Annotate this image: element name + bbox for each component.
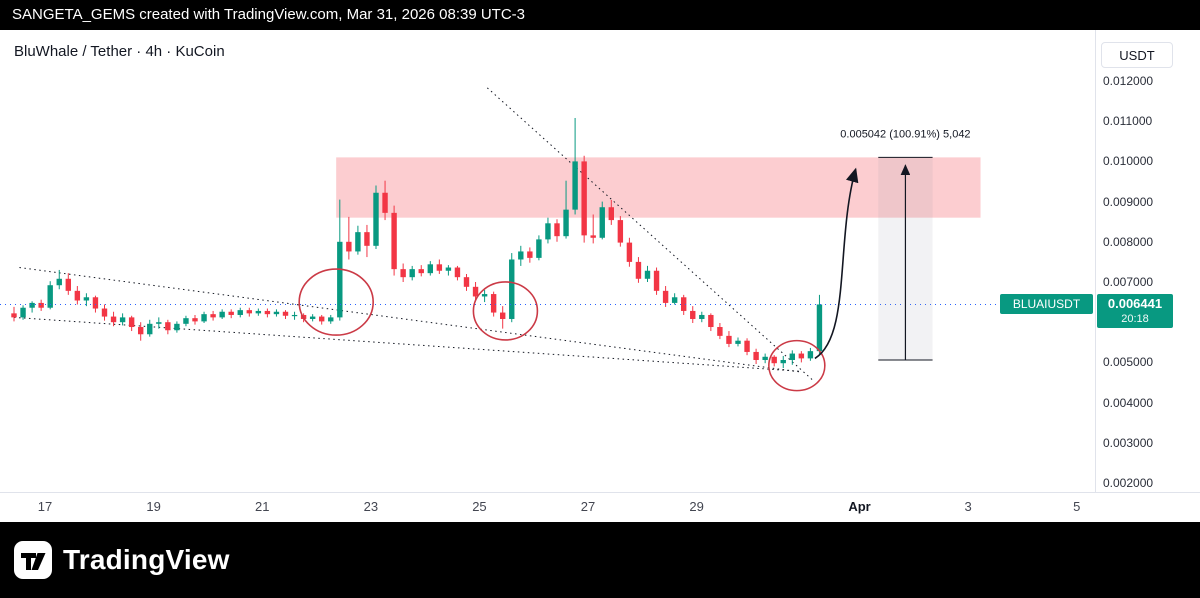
price-axis-label: 0.007000 <box>1103 275 1154 289</box>
tradingview-footer: TradingView <box>0 522 1200 598</box>
time-axis-label: 17 <box>37 499 53 514</box>
chart-area: 0.005042 (100.91%) 5,042 BluWhale / Teth… <box>0 30 1200 522</box>
price-axis[interactable]: USDT 0.006441 20:18 0.012000 0.011000 0.01… <box>1095 30 1200 492</box>
highlight-circle[interactable] <box>298 268 374 336</box>
tradingview-logo-icon <box>14 541 52 579</box>
tradingview-wordmark: TradingView <box>63 544 230 575</box>
price-range-measurement[interactable]: 0.005042 (100.91%) 5,042 <box>840 128 971 361</box>
highlight-circle[interactable] <box>472 281 539 341</box>
price-axis-label: 0.005000 <box>1103 355 1154 370</box>
time-axis-label: 5 <box>1073 499 1081 514</box>
ticker-tag: BLUAIUSDT <box>1000 294 1093 315</box>
price-axis-label: 0.012000 <box>1103 74 1154 88</box>
price-axis-label: 0.003000 <box>1103 435 1154 450</box>
price-value: 0.006441 <box>1107 296 1163 312</box>
time-axis-label: 21 <box>255 499 270 514</box>
chart-canvas[interactable]: 0.005042 (100.91%) 5,042 <box>0 30 1095 492</box>
price-axis-label: 0.010000 <box>1103 154 1154 169</box>
attribution-bar: SANGETA_GEMS created with TradingView.co… <box>0 0 1200 30</box>
price-axis-label: 0.008000 <box>1103 234 1154 249</box>
price-axis-label: 0.011000 <box>1103 114 1153 129</box>
measurement-label: 0.005042 (100.91%) 5,042 <box>840 128 970 140</box>
attribution-text: SANGETA_GEMS created with TradingView.co… <box>12 6 526 23</box>
time-axis-label: 27 <box>580 499 596 514</box>
price-axis-label: 0.002000 <box>1103 476 1154 490</box>
descending-trendline[interactable] <box>13 316 800 372</box>
time-axis-label: 3 <box>964 499 972 514</box>
price-axis-label: 0.009000 <box>1103 194 1154 209</box>
symbol-title[interactable]: BluWhale / Tether · 4h · KuCoin <box>14 43 225 60</box>
time-axis-label: 25 <box>472 499 487 514</box>
tradingview-logo[interactable]: TradingView <box>14 541 230 579</box>
projection-arrow[interactable] <box>814 167 859 360</box>
time-axis-label: 29 <box>689 499 704 514</box>
last-price-tag: 0.006441 20:18 <box>1097 294 1173 329</box>
time-axis-label: Apr <box>848 499 871 514</box>
candles-layer <box>11 117 823 369</box>
descending-trendline[interactable] <box>19 267 802 373</box>
time-axis-label: 19 <box>146 499 161 514</box>
price-axis-label: 0.004000 <box>1103 395 1154 410</box>
time-axis[interactable]: 17 19 21 23 25 27 29 Apr 3 5 <box>0 492 1200 522</box>
currency-toggle-button[interactable]: USDT <box>1101 42 1173 68</box>
highlight-circle[interactable] <box>768 339 826 392</box>
resistance-zone[interactable] <box>336 157 981 218</box>
time-axis-label: 23 <box>363 499 379 514</box>
countdown: 20:18 <box>1121 313 1149 326</box>
